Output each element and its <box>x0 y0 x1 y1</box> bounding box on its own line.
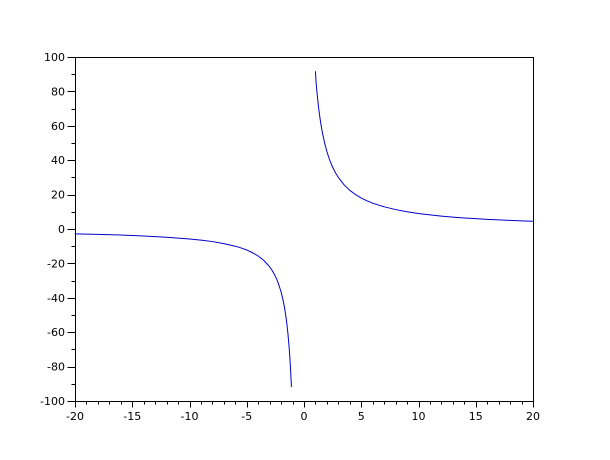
y-tick-label: 60 <box>51 120 65 133</box>
y-tick-label: -80 <box>47 361 65 374</box>
y-tick-label: -100 <box>40 395 65 408</box>
x-tick-label: -20 <box>66 410 84 423</box>
x-tick-label: -15 <box>123 410 141 423</box>
x-tick-label: -10 <box>181 410 199 423</box>
curve-branch-negative <box>74 233 292 388</box>
curve-branch-positive <box>314 71 534 222</box>
y-tick-label: -60 <box>47 326 65 339</box>
y-tick-label: 40 <box>51 154 65 167</box>
x-tick-label: 5 <box>358 410 365 423</box>
x-tick-label: 20 <box>526 410 540 423</box>
y-tick-label: 100 <box>44 51 65 64</box>
x-tick-label: 15 <box>469 410 483 423</box>
y-tick-label: -20 <box>47 257 65 270</box>
x-tick-label: 0 <box>301 410 308 423</box>
y-tick-label: 20 <box>51 189 65 202</box>
y-tick-label: -40 <box>47 292 65 305</box>
y-tick-label: 0 <box>58 223 65 236</box>
y-tick-label: 80 <box>51 85 65 98</box>
axes-frame <box>75 57 534 402</box>
x-tick-label: -5 <box>241 410 252 423</box>
x-tick-label: 10 <box>412 410 426 423</box>
